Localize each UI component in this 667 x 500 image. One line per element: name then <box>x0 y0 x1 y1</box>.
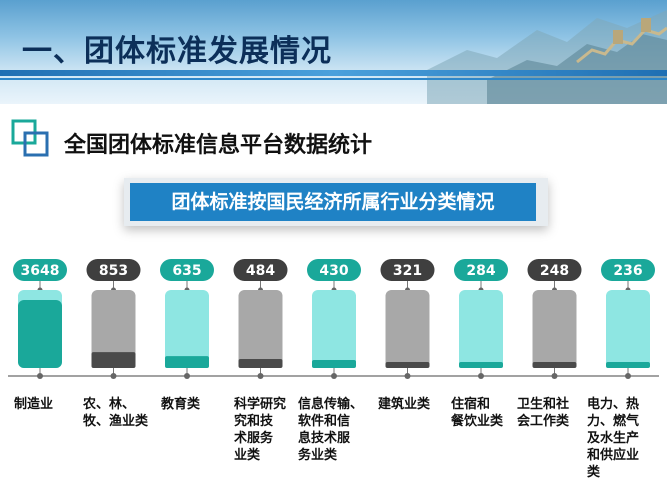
baseline-dot <box>404 373 411 379</box>
baseline-dot <box>257 373 264 379</box>
bar <box>606 362 650 368</box>
tick-label-line: 电力、热 <box>587 397 640 412</box>
data-label: 3648 <box>21 263 60 279</box>
tick-label: 卫生和社 会工作类 <box>517 396 569 430</box>
bar <box>238 358 283 368</box>
tick-label-line: 和供应业 <box>587 448 640 463</box>
value-pill <box>86 259 141 281</box>
bar-tube <box>238 290 283 368</box>
value-pill <box>601 259 655 281</box>
tick-label: 建筑业类 <box>378 396 430 413</box>
tick-label: 科学研究究和技术服务业类 <box>234 396 286 464</box>
tick-label-line: 建筑业类 <box>378 397 431 412</box>
data-label: 284 <box>466 263 495 279</box>
bar-tube <box>459 290 503 368</box>
tick-label: 农、林、 牧、渔业类 <box>83 396 148 430</box>
bar <box>459 362 503 368</box>
baseline-dot <box>37 373 43 379</box>
bar-tube <box>165 290 209 368</box>
tick-label-line: 卫生和社 <box>517 397 570 412</box>
value-pill <box>160 259 214 281</box>
tick-label-line: 住宿和 <box>451 397 491 412</box>
baseline-dot <box>110 373 117 379</box>
squares-icon <box>11 119 49 157</box>
data-label: 236 <box>613 263 642 279</box>
header-stripe-thin <box>0 78 667 80</box>
tick-label-line: 息技术服 <box>298 431 351 446</box>
tick-label: 制造业 <box>14 396 53 413</box>
bar-tube <box>385 290 430 368</box>
bar <box>18 300 62 368</box>
tick-label-line: 类 <box>587 465 601 480</box>
bar-tube <box>312 290 356 368</box>
tick-label-line: 务业类 <box>298 448 338 463</box>
data-label: 853 <box>99 263 128 279</box>
bar <box>165 356 209 368</box>
value-pill <box>454 259 508 281</box>
baseline-dot <box>478 373 484 379</box>
tick-label: 电力、热力、燃气及水生产和供应业类 <box>587 396 639 481</box>
value-pill <box>380 259 435 281</box>
baseline-dot <box>625 373 631 379</box>
value-pill <box>233 259 288 281</box>
tick-label-line: 农、林、 <box>83 397 136 412</box>
bar-tube <box>532 290 577 368</box>
tick-label-line: 信息传输、 <box>298 397 364 412</box>
tick-label-line: 科学研究 <box>234 397 287 412</box>
tick-label-line: 餐饮业类 <box>451 414 504 429</box>
baseline-dot <box>331 373 337 379</box>
tick-label: 住宿和 餐饮业类 <box>451 396 503 430</box>
header-banner <box>0 0 667 104</box>
baseline-dot <box>551 373 558 379</box>
section-subtitle: 全国团体标准信息平台数据统计 <box>64 133 373 158</box>
tick-label-line: 牧、渔业类 <box>83 414 149 429</box>
bar <box>91 352 136 368</box>
value-pill <box>527 259 582 281</box>
bar-tube <box>606 290 650 368</box>
data-label: 484 <box>246 263 275 279</box>
bar <box>532 362 577 368</box>
tick-label: 教育类 <box>161 396 200 413</box>
tick-label-line: 力、燃气 <box>587 414 640 429</box>
tick-label-line: 会工作类 <box>517 414 570 429</box>
baseline-dot <box>184 373 190 379</box>
data-label: 635 <box>172 263 201 279</box>
value-pill <box>307 259 361 281</box>
tick-label-line: 术服务 <box>234 431 274 446</box>
data-label: 321 <box>393 263 422 279</box>
great-wall-image <box>427 10 667 104</box>
data-label: 248 <box>540 263 569 279</box>
header-stripe <box>0 70 667 76</box>
tick-label-line: 制造业 <box>14 397 54 412</box>
page-title: 一、团体标准发展情况 <box>22 34 332 69</box>
tick-label-line: 软件和信 <box>298 414 351 429</box>
bar <box>385 362 430 368</box>
tick-label-line: 业类 <box>234 448 261 463</box>
tick-label-line: 教育类 <box>161 397 201 412</box>
tick-label-line: 及水生产 <box>587 431 640 446</box>
tick-label-line: 究和技 <box>234 414 274 429</box>
bar <box>312 359 356 368</box>
bar-chart: 3648 853 635 484 430 321 284 248 236 <box>8 259 659 379</box>
chart-title-banner: 团体标准按国民经济所属行业分类情况 <box>130 183 536 221</box>
bar-tube <box>91 290 136 368</box>
value-pill <box>13 259 67 281</box>
tick-label: 信息传输、软件和信息技术服务业类 <box>298 396 363 464</box>
data-label: 430 <box>319 263 348 279</box>
